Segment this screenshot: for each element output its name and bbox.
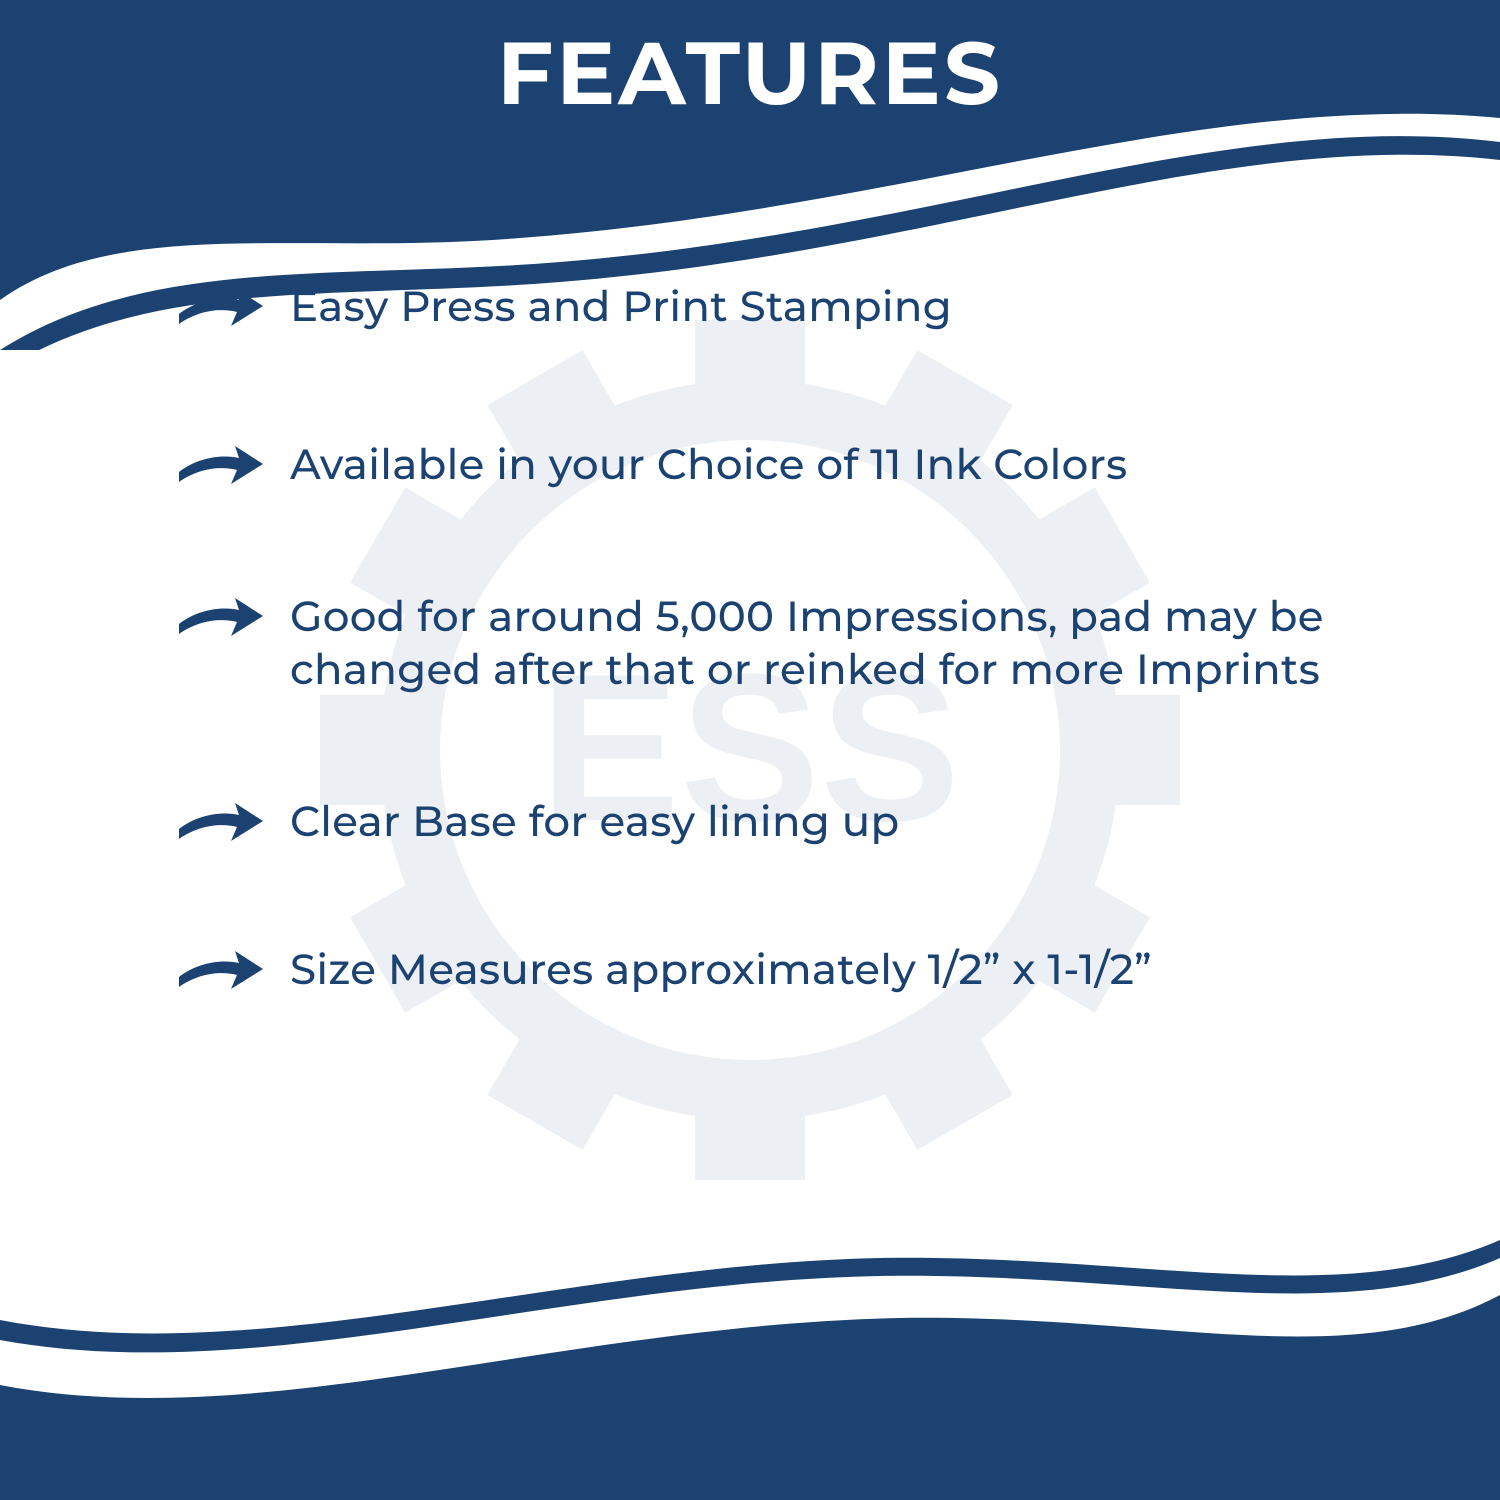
feature-item: Size Measures approximately 1/2” x 1-1/2…	[175, 943, 1405, 996]
bottom-wave-band	[0, 1240, 1500, 1500]
feature-text: Good for around 5,000 Impressions, pad m…	[290, 590, 1405, 695]
feature-item: Available in your Choice of 11 Ink Color…	[175, 438, 1405, 491]
feature-text: Available in your Choice of 11 Ink Color…	[290, 438, 1127, 491]
features-list: Easy Press and Print Stamping Available …	[175, 280, 1405, 1085]
arrow-right-icon	[175, 594, 265, 642]
feature-item: Good for around 5,000 Impressions, pad m…	[175, 590, 1405, 695]
arrow-right-icon	[175, 442, 265, 490]
feature-text: Size Measures approximately 1/2” x 1-1/2…	[290, 943, 1152, 996]
arrow-right-icon	[175, 799, 265, 847]
feature-item: Clear Base for easy lining up	[175, 795, 1405, 848]
arrow-right-icon	[175, 947, 265, 995]
infographic-canvas: ESS FEATURES Easy Press and Print Stampi…	[0, 0, 1500, 1500]
header-title: FEATURES	[0, 20, 1500, 127]
feature-text: Clear Base for easy lining up	[290, 795, 899, 848]
